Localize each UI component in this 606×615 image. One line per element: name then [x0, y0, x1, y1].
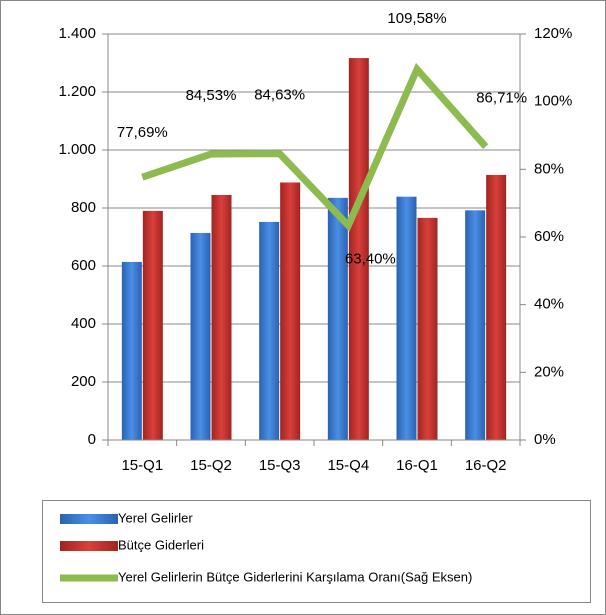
- x-tick-label: 15-Q3: [259, 457, 301, 474]
- data-label: 63,40%: [345, 250, 396, 267]
- legend-label: Yerel Gelirlerin Bütçe Giderlerini Karşı…: [118, 569, 472, 584]
- y2-tick-label: 100%: [534, 93, 572, 110]
- data-label: 84,53%: [186, 87, 237, 104]
- data-label: 86,71%: [476, 90, 527, 107]
- bar: [417, 217, 438, 440]
- x-tick-label: 15-Q1: [121, 457, 163, 474]
- y-tick-label: 400: [71, 315, 96, 332]
- data-label: 84,63%: [254, 87, 305, 104]
- y-tick-label: 1.400: [58, 25, 96, 42]
- y2-tick-label: 60%: [534, 228, 564, 245]
- bar: [259, 221, 280, 440]
- legend-swatch: [60, 541, 118, 551]
- x-tick-label: 15-Q2: [190, 457, 232, 474]
- y-tick-label: 0: [88, 431, 96, 448]
- y-tick-label: 200: [71, 373, 96, 390]
- bar: [211, 194, 232, 440]
- y2-tick-label: 80%: [534, 160, 564, 177]
- y-tick-label: 1.200: [58, 83, 96, 100]
- bar: [465, 210, 486, 440]
- bar: [121, 261, 142, 440]
- x-tick-label: 16-Q1: [396, 457, 438, 474]
- y2-tick-label: 20%: [534, 363, 564, 380]
- legend-label: Bütçe Giderleri: [118, 537, 204, 552]
- x-tick-label: 16-Q2: [465, 457, 507, 474]
- y-tick-label: 1.000: [58, 141, 96, 158]
- y2-tick-label: 120%: [534, 25, 572, 42]
- y-tick-label: 600: [71, 257, 96, 274]
- line: [141, 62, 489, 232]
- x-tick-label: 15-Q4: [327, 457, 369, 474]
- data-label: 77,69%: [117, 124, 168, 141]
- legend-box: [42, 500, 591, 603]
- bar: [190, 232, 211, 440]
- bar: [280, 182, 301, 441]
- bar: [142, 210, 163, 440]
- bar: [348, 58, 369, 440]
- legend-label: Yerel Gelirler: [118, 510, 193, 525]
- y2-tick-label: 0%: [534, 431, 556, 448]
- legend-swatch: [60, 514, 118, 524]
- y-tick-label: 800: [71, 199, 96, 216]
- bar: [486, 174, 507, 440]
- bar: [396, 196, 417, 440]
- data-label: 109,58%: [387, 10, 446, 27]
- bar: [327, 197, 348, 440]
- y2-tick-label: 40%: [534, 296, 564, 313]
